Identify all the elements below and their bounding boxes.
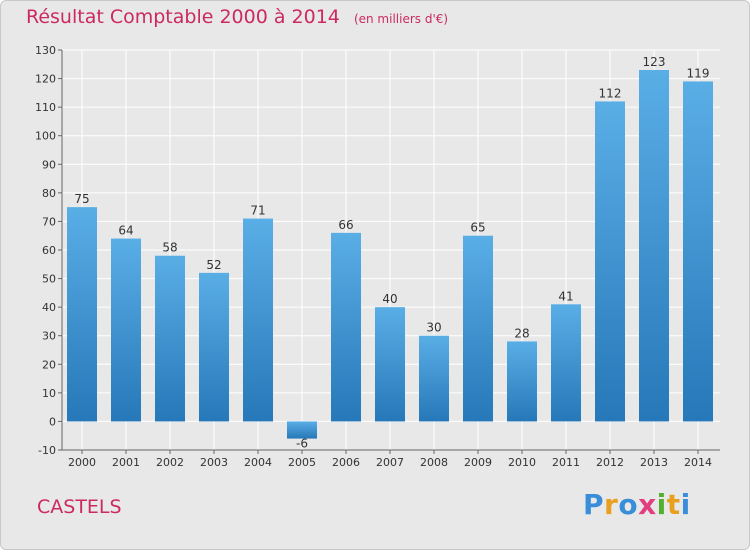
y-tick-label: 10 [42,387,56,400]
data-label-2007: 40 [382,292,397,306]
bars [67,70,713,439]
bar-2013 [639,70,669,422]
y-tick-label: 0 [49,415,56,428]
y-tick-label: -10 [38,444,56,457]
chart-title-text: Résultat Comptable 2000 à 2014 [26,6,340,28]
x-tick-label-2011: 2011 [552,456,580,469]
x-tick-label-2013: 2013 [640,456,668,469]
data-label-2011: 41 [558,289,573,303]
data-label-2012: 112 [599,86,622,100]
data-label-2004: 71 [250,204,265,218]
y-tick-label: 90 [42,158,56,171]
x-tick-label-2007: 2007 [376,456,404,469]
y-tick-label: 20 [42,358,56,371]
y-tick-label: 100 [35,130,56,143]
data-label-2010: 28 [514,326,529,340]
bar-2011 [551,304,581,422]
axes: -10 0 10 20 30 40 50 60 70 80 90 100 110 120 130 2000 20… [35,44,720,469]
x-tick-label-2003: 2003 [200,456,228,469]
y-tick-label: 70 [42,215,56,228]
logo-letter: t [666,488,681,521]
bar-2006 [331,232,361,422]
x-tick-label-2001: 2001 [112,456,140,469]
data-label-2009: 65 [470,221,485,235]
x-tick-label-2002: 2002 [156,456,184,469]
data-label-2013: 123 [643,55,666,69]
logo-letter: i [680,488,691,521]
bar-2002 [155,255,185,422]
chart-subtitle: (en milliers d'€) [353,12,449,26]
bar-2014 [683,81,713,422]
bar-2003 [199,272,229,422]
logo-letter: x [638,488,657,521]
bar-2012 [595,101,625,422]
bar-2008 [419,335,449,422]
x-tick-label-2005: 2005 [288,456,316,469]
y-tick-label: 40 [42,301,56,314]
y-tick-label: 80 [42,187,56,200]
logo-letter: o [618,488,639,521]
data-label-2002: 58 [162,241,177,255]
chart-title: Résultat Comptable 2000 à 2014 (en milli… [26,6,448,28]
x-tick-label-2012: 2012 [596,456,624,469]
x-tick-label-2009: 2009 [464,456,492,469]
x-tick-label-2006: 2006 [332,456,360,469]
y-tick-label: 110 [35,101,56,114]
data-label-2001: 64 [118,224,133,238]
data-label-2014: 119 [687,66,710,80]
data-label-2005: -6 [296,437,308,451]
logo-letter: r [604,488,619,521]
x-tick-label-2008: 2008 [420,456,448,469]
y-tick-label: 130 [35,44,56,57]
y-tick-label: 30 [42,330,56,343]
data-label-2000: 75 [74,192,89,206]
y-tick-label: 50 [42,273,56,286]
y-tick-label: 120 [35,73,56,86]
data-labels: 75 64 58 52 71 -6 66 40 30 65 28 41 112 123 119 [74,55,709,451]
bar-2001 [111,238,141,422]
y-tick-label: 60 [42,244,56,257]
bar-2000 [67,207,97,422]
bar-2004 [243,218,273,422]
x-tick-label-2014: 2014 [684,456,712,469]
x-tick-label-2004: 2004 [244,456,272,469]
proxiti-logo: Proxiti [583,488,691,521]
x-tick-label-2010: 2010 [508,456,536,469]
commune-name: CASTELS [37,496,122,518]
logo-letter: P [583,488,605,521]
data-label-2003: 52 [206,258,221,272]
bar-2010 [507,341,537,422]
data-label-2008: 30 [426,321,441,335]
bar-2009 [463,235,493,422]
bar-2005 [287,421,317,439]
data-label-2006: 66 [338,218,353,232]
x-tick-label-2000: 2000 [68,456,96,469]
logo-letter: i [656,488,667,521]
bar-2007 [375,307,405,422]
